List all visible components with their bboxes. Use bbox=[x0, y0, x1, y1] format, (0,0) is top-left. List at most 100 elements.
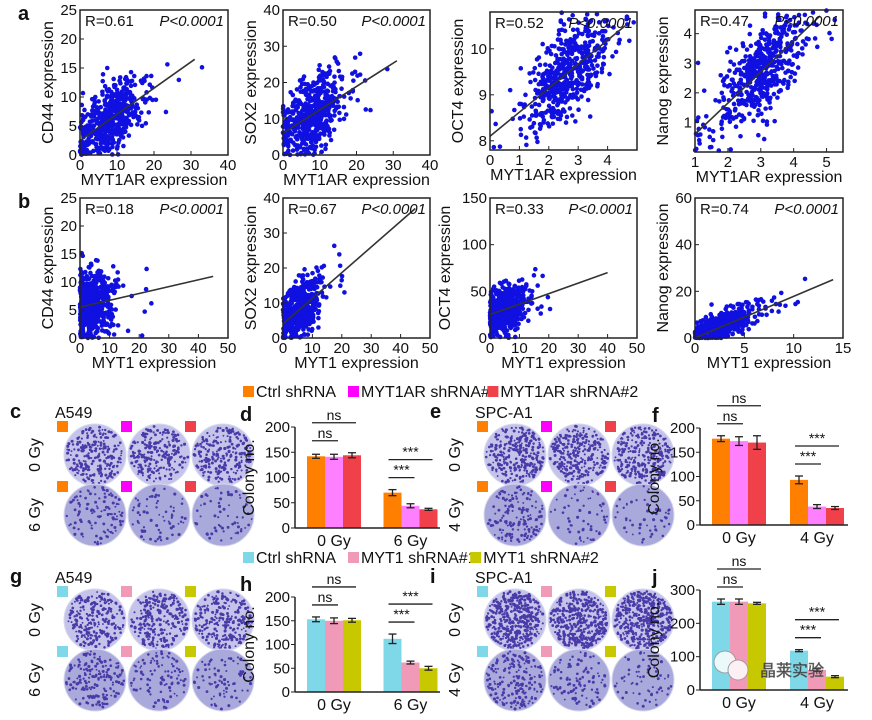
data-point bbox=[721, 97, 727, 102]
data-point bbox=[590, 38, 596, 44]
colony bbox=[108, 473, 112, 477]
data-point bbox=[549, 43, 555, 49]
data-point bbox=[758, 35, 764, 41]
data-point bbox=[760, 299, 766, 304]
colony bbox=[219, 459, 223, 463]
colony bbox=[108, 464, 112, 467]
data-point bbox=[124, 86, 130, 92]
colony bbox=[107, 445, 110, 448]
data-point bbox=[799, 46, 805, 51]
data-point bbox=[759, 312, 765, 318]
colony bbox=[212, 452, 216, 456]
data-point bbox=[570, 86, 576, 92]
data-point bbox=[301, 105, 306, 111]
x-axis-label: MYT1 expression bbox=[501, 355, 626, 372]
data-point bbox=[546, 103, 552, 109]
colony bbox=[205, 439, 209, 443]
panel-letter: c bbox=[10, 401, 21, 423]
data-point bbox=[312, 87, 317, 93]
colony bbox=[91, 479, 95, 482]
x-tick-label: 3 bbox=[574, 152, 582, 169]
data-point bbox=[99, 145, 104, 150]
data-point bbox=[730, 312, 735, 318]
data-point bbox=[602, 45, 608, 51]
data-point bbox=[339, 86, 344, 92]
y-tick-label: 10 bbox=[60, 274, 77, 291]
data-point bbox=[728, 147, 734, 152]
data-point bbox=[518, 294, 523, 299]
colony bbox=[237, 466, 240, 470]
x-tick-label: 0 bbox=[279, 157, 287, 174]
colony bbox=[162, 466, 165, 469]
colony bbox=[90, 446, 93, 449]
data-point bbox=[741, 65, 747, 71]
data-point bbox=[109, 311, 115, 317]
colony bbox=[233, 478, 237, 481]
data-point bbox=[316, 325, 321, 330]
data-point bbox=[92, 310, 98, 315]
data-point bbox=[617, 37, 622, 43]
x-axis-label: MYT1 expression bbox=[92, 355, 217, 372]
data-point bbox=[585, 43, 591, 49]
x-tick-label: 0 bbox=[691, 340, 699, 357]
data-point bbox=[778, 87, 783, 93]
colony bbox=[133, 464, 136, 468]
data-point bbox=[113, 284, 119, 290]
colony bbox=[76, 440, 79, 443]
data-point bbox=[717, 99, 722, 104]
colony bbox=[80, 449, 84, 453]
data-point bbox=[765, 83, 770, 89]
colony bbox=[137, 473, 140, 475]
data-point bbox=[140, 80, 145, 86]
data-point bbox=[121, 126, 127, 131]
data-point bbox=[112, 289, 118, 295]
data-point bbox=[529, 124, 535, 130]
y-axis-label: SOX2 expression bbox=[243, 20, 260, 145]
data-point bbox=[303, 89, 309, 95]
data-point bbox=[118, 81, 123, 86]
data-point bbox=[316, 315, 321, 321]
colony bbox=[198, 460, 201, 463]
data-point bbox=[316, 67, 322, 73]
data-point bbox=[88, 124, 94, 129]
colony bbox=[202, 446, 205, 449]
data-point bbox=[776, 309, 781, 314]
data-point bbox=[756, 132, 761, 138]
data-point bbox=[793, 301, 798, 307]
data-point bbox=[759, 111, 764, 117]
data-point bbox=[570, 95, 575, 100]
colony bbox=[108, 467, 111, 471]
y-tick-label: 20 bbox=[675, 283, 692, 300]
data-point bbox=[764, 58, 770, 64]
colony bbox=[205, 453, 208, 456]
y-tick-label: 10 bbox=[60, 89, 77, 106]
data-point bbox=[552, 60, 558, 66]
colony bbox=[174, 471, 177, 474]
data-point bbox=[739, 118, 744, 124]
data-point bbox=[773, 74, 778, 80]
colony bbox=[170, 452, 173, 455]
data-point bbox=[507, 87, 513, 93]
y-tick-label: 15 bbox=[60, 246, 77, 263]
data-point bbox=[569, 49, 575, 55]
colony bbox=[146, 429, 150, 432]
colony bbox=[207, 465, 211, 469]
colony bbox=[141, 440, 145, 445]
data-point bbox=[569, 58, 575, 64]
data-point bbox=[114, 146, 120, 151]
data-point bbox=[493, 326, 499, 332]
colony bbox=[216, 458, 219, 461]
data-point bbox=[695, 324, 701, 329]
colony bbox=[76, 471, 79, 474]
data-point bbox=[94, 105, 100, 110]
data-point bbox=[780, 28, 785, 34]
colony bbox=[221, 428, 225, 432]
data-point bbox=[533, 113, 539, 118]
x-tick-label: 15 bbox=[835, 340, 852, 357]
colony bbox=[148, 476, 151, 480]
data-point bbox=[507, 301, 512, 307]
data-point bbox=[543, 62, 548, 67]
data-point bbox=[313, 306, 318, 312]
data-point bbox=[297, 78, 303, 83]
